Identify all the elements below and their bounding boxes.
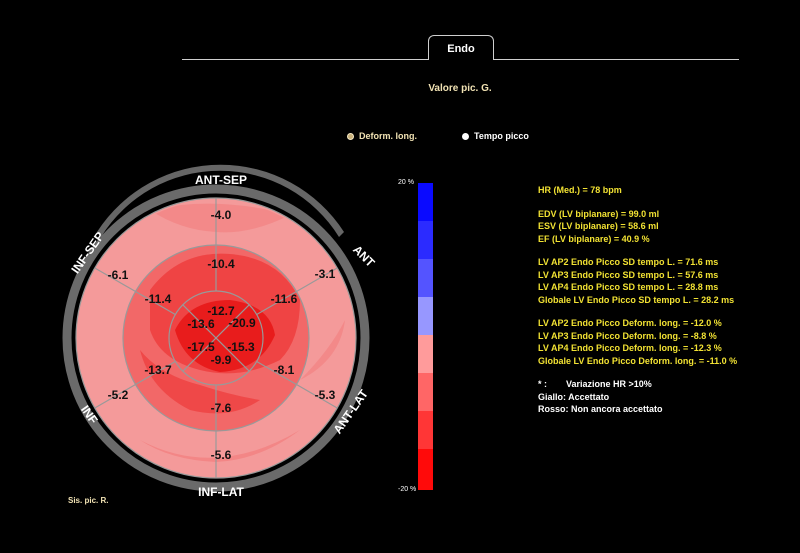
legend-star: * : Variazione HR >10% [538, 378, 737, 391]
seg-apical-ant-lower: -17.5 [187, 340, 215, 354]
seg-basal-ant-sep: -4.0 [211, 208, 232, 222]
sd-ap2-value: LV AP2 Endo Picco SD tempo L. = 71.6 ms [538, 257, 719, 267]
seg-apical-lat: -20.9 [228, 316, 256, 330]
wall-ring-top [97, 164, 344, 237]
seg-apical-inf: -15.3 [227, 340, 255, 354]
wall-ring [62, 184, 370, 492]
legend-star-text: Variazione HR >10% [566, 379, 652, 389]
hr-value: HR (Med.) = 78 bpm [538, 185, 622, 195]
seg-mid-ant-sep: -10.4 [207, 257, 235, 271]
radio-tempo-picco[interactable]: Tempo picco [462, 129, 529, 143]
sd-ap3-value: LV AP3 Endo Picco SD tempo L. = 57.6 ms [538, 269, 719, 280]
seg-basal-inf: -5.2 [108, 388, 129, 402]
seg-mid-ant: -11.6 [271, 292, 298, 306]
seg-basal-inf-lat: -5.6 [211, 448, 232, 462]
radio-tempo-label: Tempo picco [474, 131, 529, 141]
footer-label: Sis. pic. R. [68, 496, 109, 505]
ef-value: EF (LV biplanare) = 40.9 % [538, 233, 650, 244]
radio-deform-long[interactable]: Deform. long. [347, 129, 417, 143]
wall-label-ant-sep: ANT-SEP [195, 173, 247, 187]
seg-mid-inf-sep: -11.4 [145, 292, 172, 306]
seg-apical-ant: -12.7 [207, 304, 235, 318]
def-ap3-value: LV AP3 Endo Picco Deform. long. = -8.8 % [538, 330, 717, 341]
radio-dot-icon [462, 132, 469, 140]
esv-value: ESV (LV biplanare) = 58.6 ml [538, 221, 659, 231]
seg-apical-sep: -13.6 [187, 317, 215, 331]
def-ap4-value: LV AP4 Endo Picco Deform. long. = -12.3 … [538, 343, 722, 353]
scale-max-label: 20 % [398, 179, 414, 186]
def-ap2-value: LV AP2 Endo Picco Deform. long. = -12.0 … [538, 318, 722, 328]
seg-basal-ant-lat: -5.3 [315, 388, 336, 402]
tab-underline-cover [429, 58, 492, 61]
measurements-panel: HR (Med.) = 78 bpm EDV (LV biplanare) = … [538, 184, 737, 416]
sd-ap4-value: LV AP4 Endo Picco SD tempo L. = 28.8 ms [538, 282, 719, 292]
legend-yellow: Giallo: Accettato [538, 391, 610, 402]
seg-basal-ant: -3.1 [315, 267, 336, 281]
mode-title: Valore pic. G. [428, 83, 492, 94]
seg-mid-inf-lat: -7.6 [211, 401, 232, 415]
seg-mid-ant-lat: -8.1 [274, 363, 295, 377]
wall-label-inf-lat: INF-LAT [198, 485, 244, 499]
radio-deform-label: Deform. long. [359, 131, 417, 141]
edv-value: EDV (LV biplanare) = 99.0 ml [538, 208, 660, 219]
seg-mid-inf: -13.7 [144, 363, 172, 377]
wall-label-ant: ANT [350, 242, 378, 270]
seg-apex: -9.9 [211, 353, 232, 367]
scale-min-label: -20 % [398, 486, 417, 493]
sd-global-value: Globale LV Endo Picco SD tempo L. = 28.2… [538, 294, 735, 305]
def-global-value: Globale LV Endo Picco Deform. long. = -1… [538, 355, 738, 366]
radio-selected-icon [347, 132, 354, 140]
tab-endo[interactable]: Endo [428, 35, 494, 60]
legend-red: Rosso: Non ancora accettato [538, 404, 663, 414]
seg-basal-inf-sep: -6.1 [108, 268, 129, 282]
strain-color-scale [418, 183, 433, 490]
legend-star-symbol: * : [538, 379, 547, 389]
